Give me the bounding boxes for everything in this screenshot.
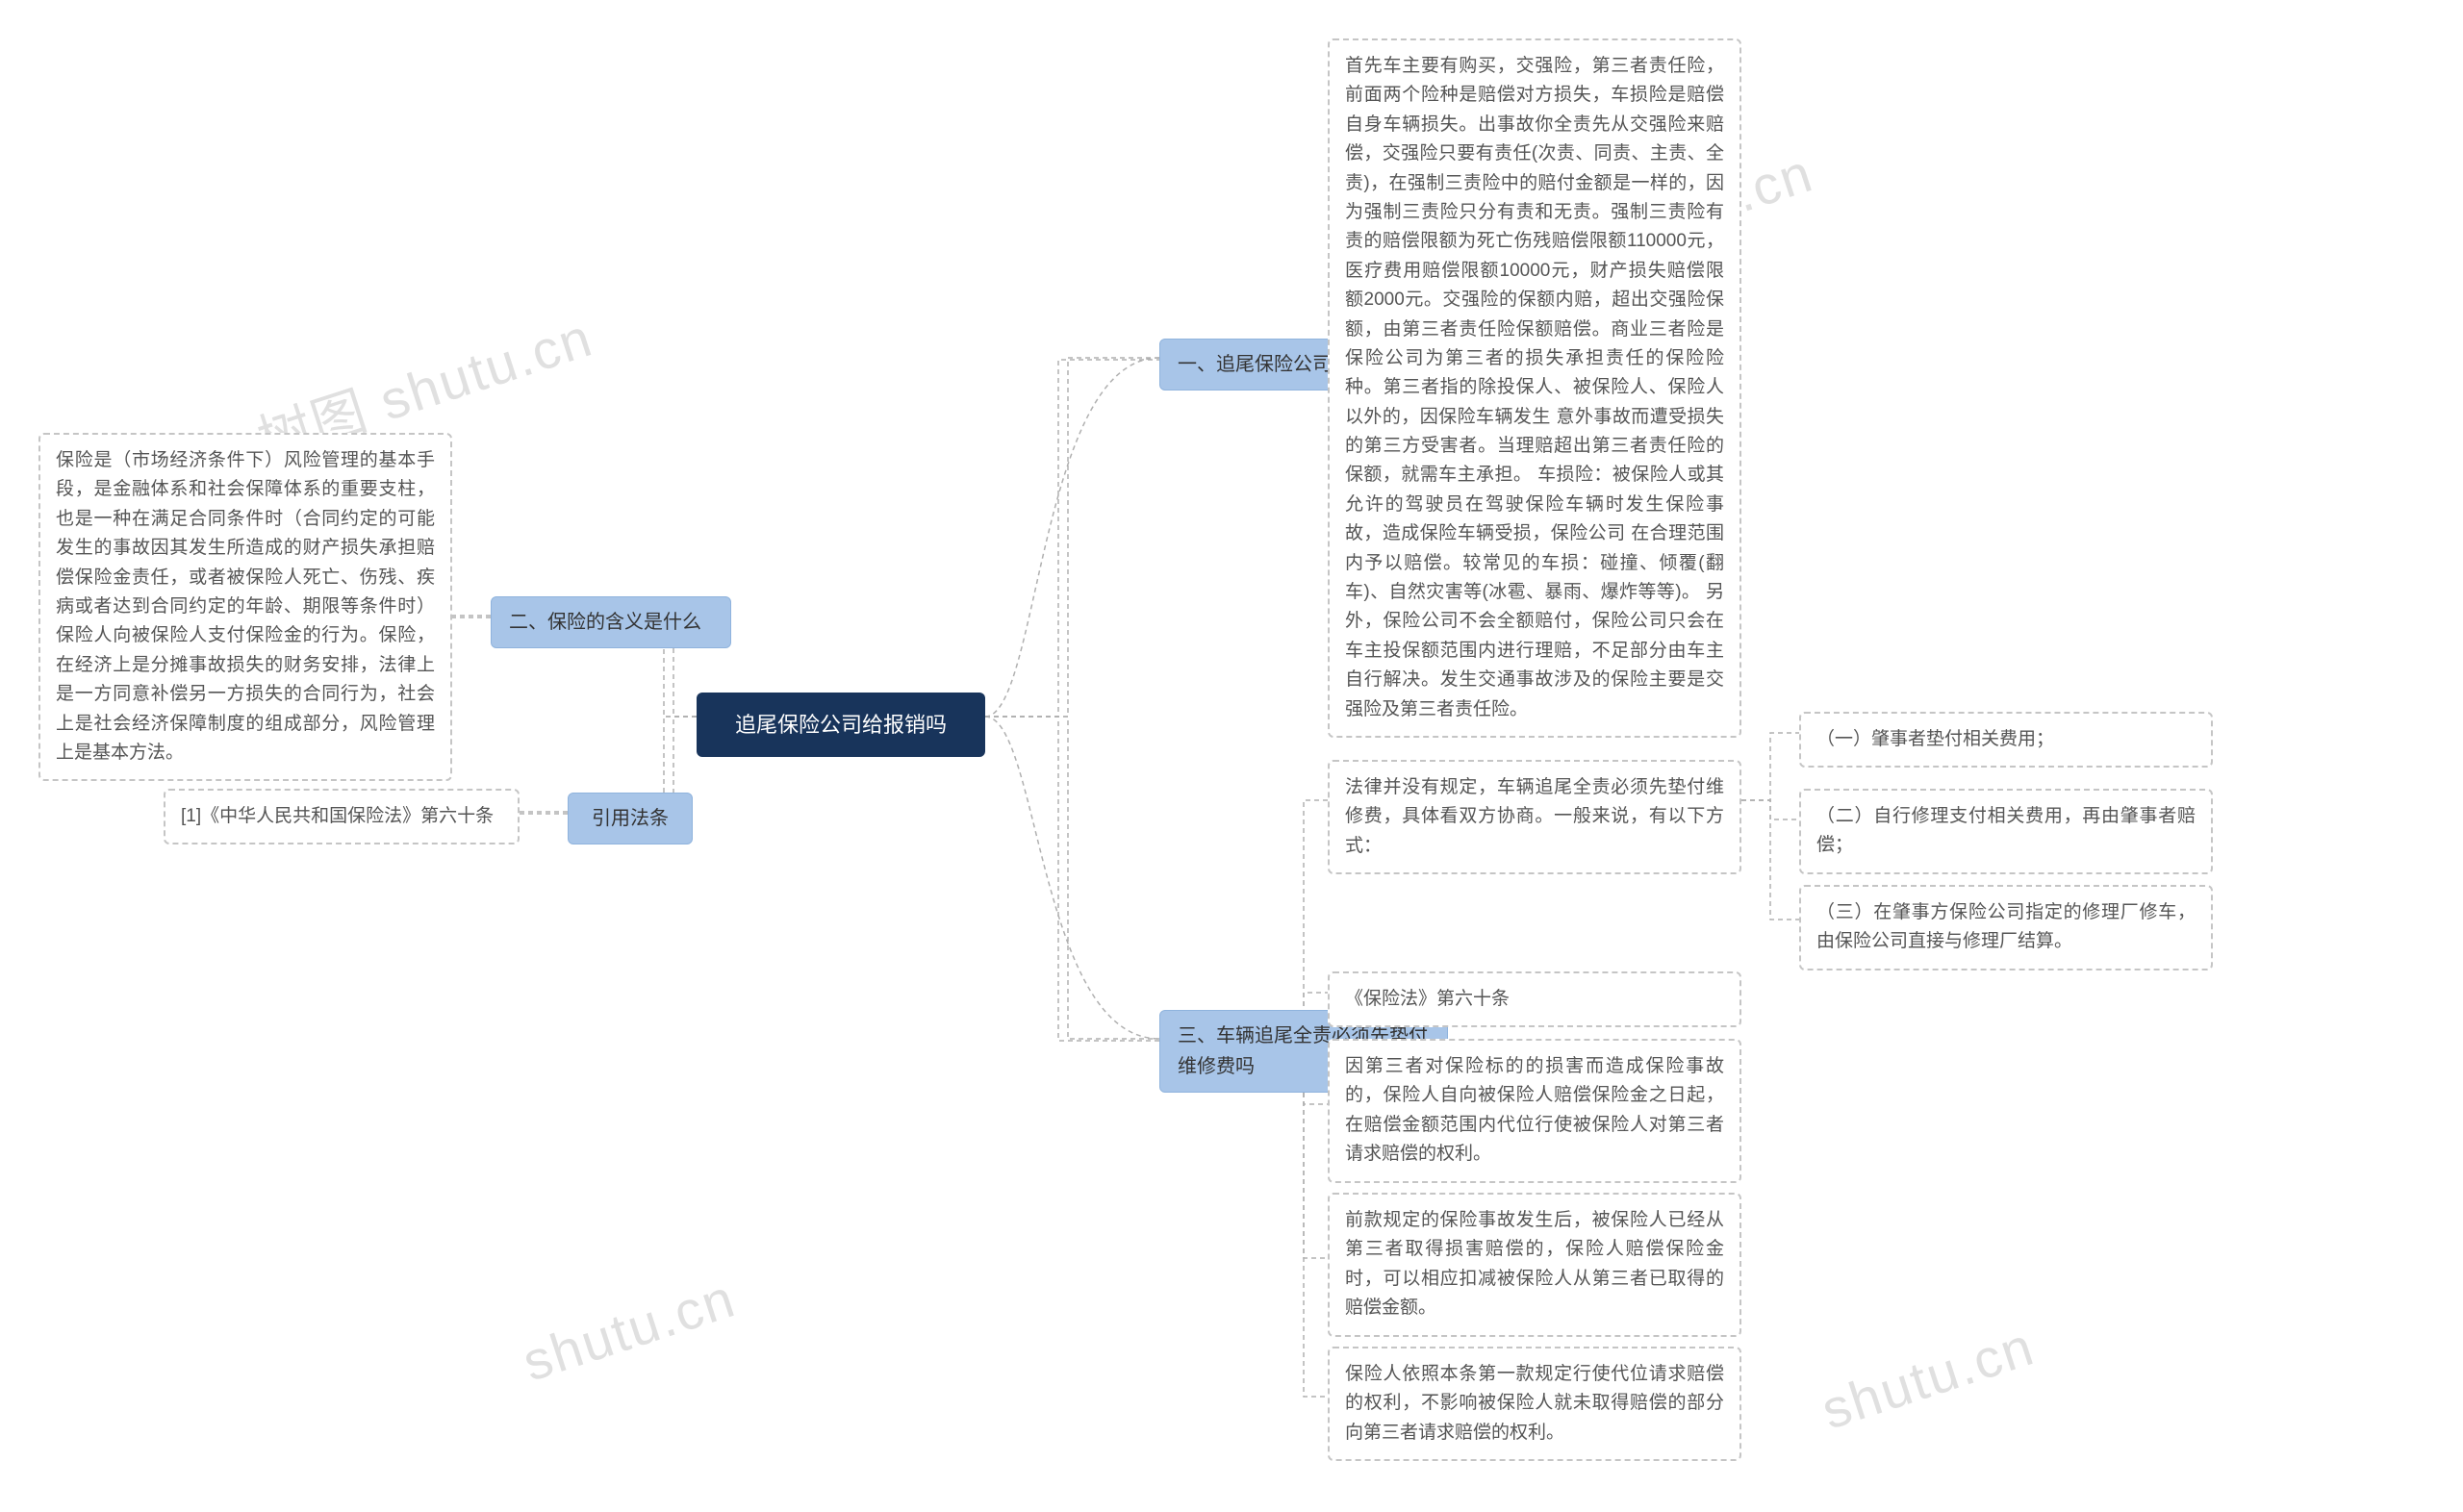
leaf-b3-5: 保险人依照本条第一款规定行使代位请求赔偿的权利，不影响被保险人就未取得赔偿的部分… xyxy=(1328,1347,1741,1461)
mindmap-root[interactable]: 追尾保险公司给报销吗 xyxy=(697,693,985,757)
leaf-b3-3: 因第三者对保险标的的损害而造成保险事故的，保险人自向被保险人赔偿保险金之日起，在… xyxy=(1328,1039,1741,1183)
leaf-b2-detail: 保险是（市场经济条件下）风险管理的基本手段，是金融体系和社会保障体系的重要支柱，… xyxy=(38,433,452,781)
leaf-b3-2: 《保险法》第六十条 xyxy=(1328,971,1741,1027)
leaf-ref-detail: [1]《中华人民共和国保险法》第六十条 xyxy=(164,789,520,844)
branch-2[interactable]: 二、保险的含义是什么 xyxy=(491,596,731,648)
leaf-b3-1-1: （一）肇事者垫付相关费用； xyxy=(1799,712,2213,768)
leaf-b3-1-3: （三）在肇事方保险公司指定的修理厂修车，由保险公司直接与修理厂结算。 xyxy=(1799,885,2213,970)
watermark: shutu.cn xyxy=(1815,1314,2043,1441)
leaf-b3-4: 前款规定的保险事故发生后，被保险人已经从第三者取得损害赔偿的，保险人赔偿保险金时… xyxy=(1328,1193,1741,1337)
leaf-b3-1: 法律并没有规定，车辆追尾全责必须先垫付维修费，具体看双方协商。一般来说，有以下方… xyxy=(1328,760,1741,874)
watermark: shutu.cn xyxy=(516,1266,744,1393)
branch-ref[interactable]: 引用法条 xyxy=(568,793,693,844)
leaf-b1-detail: 首先车主要有购买，交强险，第三者责任险，前面两个险种是赔偿对方损失，车损险是赔偿… xyxy=(1328,38,1741,738)
leaf-b3-1-2: （二）自行修理支付相关费用，再由肇事者赔偿； xyxy=(1799,789,2213,874)
